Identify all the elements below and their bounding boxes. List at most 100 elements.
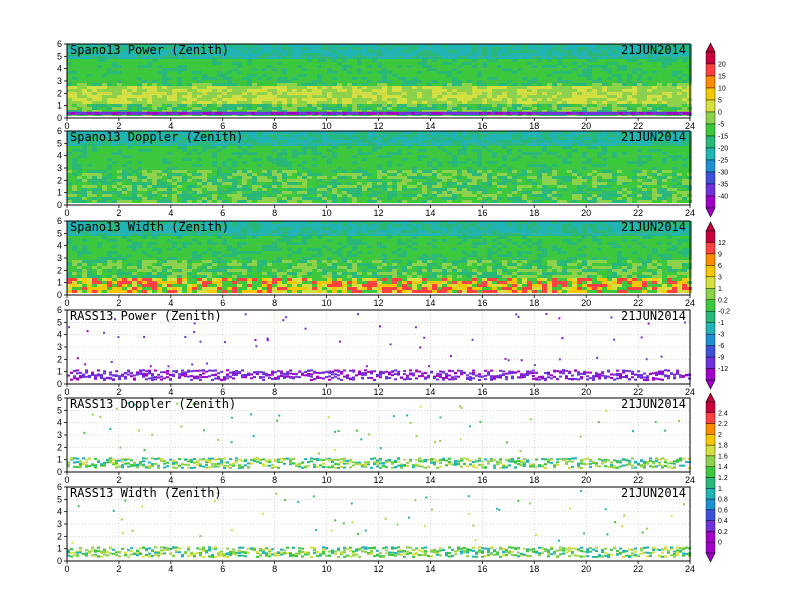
field-cell [77, 140, 82, 143]
field-cell [242, 188, 247, 191]
field-cell [577, 47, 582, 50]
field-cell [87, 80, 92, 83]
field-cell [357, 185, 362, 188]
field-cell [82, 146, 87, 149]
field-cell [177, 137, 182, 140]
field-cell [367, 191, 372, 194]
field-cell [467, 71, 472, 74]
field-cell [207, 179, 212, 182]
field-cell [382, 71, 387, 74]
field-cell [342, 95, 347, 98]
field-cell [432, 56, 437, 59]
field-cell [432, 86, 437, 89]
field-cell [302, 68, 307, 71]
field-cell [227, 59, 232, 62]
field-cell [72, 53, 77, 56]
field-cell [412, 104, 417, 107]
field-cell [412, 200, 417, 203]
field-cell [372, 74, 377, 77]
field-cell [642, 104, 647, 107]
field-cell [512, 44, 517, 47]
field-cell [172, 62, 177, 65]
field-cell [82, 173, 87, 176]
field-cell [412, 92, 417, 95]
field-cell [162, 137, 167, 140]
field-cell [207, 164, 212, 167]
field-cell [677, 44, 682, 47]
field-cell [632, 71, 637, 74]
field-cell [202, 110, 207, 113]
field-cell [582, 77, 587, 80]
field-cell [292, 62, 297, 65]
field-cell [487, 83, 492, 86]
field-cell [462, 101, 467, 104]
field-cell [207, 173, 212, 176]
field-cell [132, 77, 137, 80]
field-cell [222, 56, 227, 59]
field-cell [432, 179, 437, 182]
field-cell [177, 131, 182, 134]
field-cell [652, 71, 657, 74]
field-cell [392, 194, 397, 197]
field-cell [377, 194, 382, 197]
field-cell [102, 86, 107, 89]
field-cell [292, 173, 297, 176]
field-cell [572, 110, 577, 113]
field-cell [492, 107, 497, 110]
field-cell [132, 170, 137, 173]
field-cell [587, 53, 592, 56]
field-cell [222, 137, 227, 140]
field-cell [247, 182, 252, 185]
field-cell [327, 185, 332, 188]
field-cell [362, 143, 367, 146]
field-cell [282, 134, 287, 137]
field-cell [387, 62, 392, 65]
field-cell [672, 50, 677, 53]
field-cell [142, 185, 147, 188]
field-cell [292, 185, 297, 188]
field-cell [247, 92, 252, 95]
field-cell [362, 134, 367, 137]
field-cell [127, 140, 132, 143]
field-cell [217, 68, 222, 71]
field-cell [187, 164, 192, 167]
field-cell [432, 65, 437, 68]
field-cell [487, 107, 492, 110]
field-cell [252, 197, 257, 200]
field-cell [462, 59, 467, 62]
field-cell [257, 131, 262, 134]
field-cell [327, 80, 332, 83]
field-cell [502, 74, 507, 77]
field-cell [347, 158, 352, 161]
field-cell [297, 134, 302, 137]
field-cell [117, 194, 122, 197]
field-cell [87, 170, 92, 173]
field-cell [417, 185, 422, 188]
field-cell [587, 89, 592, 92]
field-cell [97, 71, 102, 74]
field-cell [67, 164, 72, 167]
field-cell [172, 197, 177, 200]
field-cell [459, 111, 463, 115]
field-cell [115, 111, 119, 115]
field-cell [187, 104, 192, 107]
field-cell [147, 65, 152, 68]
field-cell [482, 83, 487, 86]
field-cell [392, 176, 397, 179]
field-cell [212, 149, 217, 152]
field-cell [242, 47, 247, 50]
field-cell [417, 50, 422, 53]
field-cell [627, 110, 632, 113]
field-cell [682, 110, 687, 113]
field-cell [422, 137, 427, 140]
field-cell [77, 110, 82, 113]
field-cell [677, 68, 682, 71]
field-cell [162, 173, 167, 176]
field-cell [282, 80, 287, 83]
field-cell [67, 137, 72, 140]
field-cell [482, 80, 487, 83]
field-cell [497, 74, 502, 77]
field-cell [87, 140, 92, 143]
